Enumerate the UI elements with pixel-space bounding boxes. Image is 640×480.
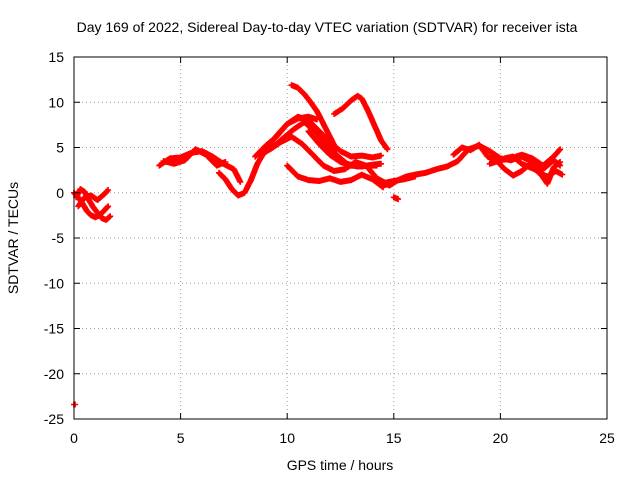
data-marks xyxy=(160,146,229,169)
data-marks xyxy=(331,92,391,153)
data-marks xyxy=(288,82,340,153)
y-tick-label: -10 xyxy=(44,275,64,291)
tick-labels: 0 5 10 15 20 25 -25 -20 -15 -10 -5 0 5 10 15 xyxy=(44,49,615,446)
y-tick-label: -5 xyxy=(52,230,65,246)
y-tick-label: 5 xyxy=(56,140,64,156)
data-points-layer xyxy=(71,82,566,408)
y-tick-label: 0 xyxy=(56,185,64,201)
grid-lines xyxy=(74,57,607,419)
y-tick-label: -15 xyxy=(44,321,64,337)
series-arc-3 xyxy=(75,187,112,210)
series-arc-10 xyxy=(288,82,340,153)
data-marks xyxy=(284,162,387,191)
x-tick-label: 25 xyxy=(599,430,615,446)
x-tick-label: 0 xyxy=(70,430,78,446)
series-arc-18 xyxy=(501,153,564,187)
series-arc-14 xyxy=(390,194,402,203)
y-tick-label: 10 xyxy=(48,94,64,110)
data-marks xyxy=(501,153,564,187)
x-tick-label: 5 xyxy=(177,430,185,446)
y-axis-label: SDTVAR / TECUs xyxy=(5,182,21,294)
data-marks xyxy=(390,194,402,203)
series-arc-13 xyxy=(331,92,391,153)
data-marks xyxy=(305,128,384,170)
series-arc-11 xyxy=(305,128,384,170)
series-arc-12 xyxy=(284,162,387,191)
y-tick-label: -25 xyxy=(44,411,64,427)
axis-ticks xyxy=(73,56,608,420)
x-axis-label: GPS time / hours xyxy=(287,457,394,473)
data-marks xyxy=(75,187,112,210)
x-tick-label: 10 xyxy=(279,430,295,446)
chart-title: Day 169 of 2022, Sidereal Day-to-day VTE… xyxy=(77,19,578,35)
x-tick-label: 20 xyxy=(493,430,509,446)
y-tick-label: -20 xyxy=(44,366,64,382)
y-tick-label: 15 xyxy=(48,49,64,65)
x-tick-label: 15 xyxy=(386,430,402,446)
series-arc-5 xyxy=(160,146,229,169)
